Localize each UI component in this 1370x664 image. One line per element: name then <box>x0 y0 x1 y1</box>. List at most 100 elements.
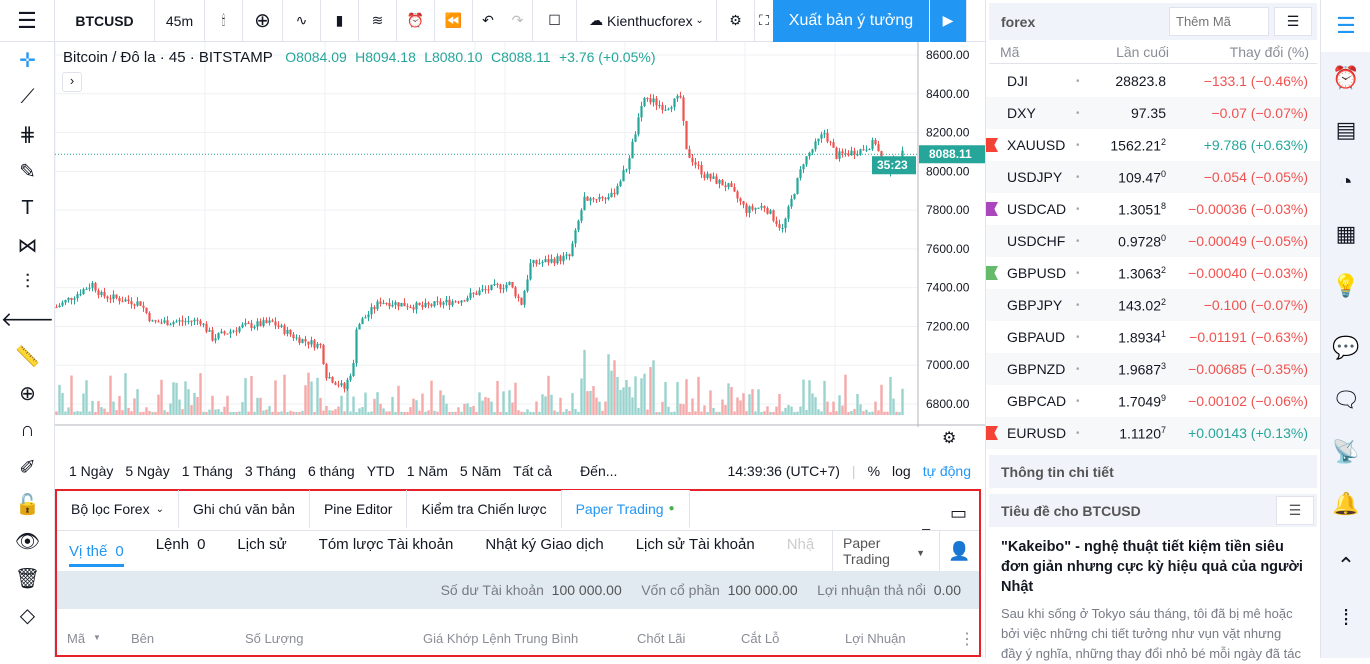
hide-icon[interactable]: ◇ <box>19 605 36 627</box>
prediction-icon[interactable]: ⫶ <box>25 271 30 293</box>
watchlist-row[interactable]: USDCHF • 0.97280 −0.00049 (−0.05%) <box>986 225 1320 257</box>
account-tab-3[interactable]: Tóm lược Tài khoản <box>319 536 454 567</box>
magnet-icon[interactable]: ∩ <box>20 419 35 441</box>
account-tab-1[interactable]: Lệnh 0 <box>156 536 206 567</box>
indicators-icon[interactable]: ∿ <box>283 0 321 42</box>
ruler-icon[interactable]: 📏 <box>15 346 40 368</box>
watchlist-row[interactable]: DJI • 28823.8 −133.1 (−0.46%) <box>986 65 1320 97</box>
col-last[interactable]: Lần cuối <box>1116 43 1169 60</box>
more-vertical-icon[interactable]: ⋮ <box>959 631 975 648</box>
play-icon[interactable]: ▶ <box>929 0 967 42</box>
trash-icon[interactable]: 🗑 <box>14 568 41 590</box>
trend-line-icon[interactable]: ⟋ <box>20 86 35 108</box>
zoom-icon[interactable]: ⊕ <box>19 383 36 405</box>
messages-icon[interactable]: 🗨 <box>1332 387 1360 412</box>
flag-icon[interactable] <box>986 266 998 280</box>
watchlist-row[interactable]: GBPAUD • 1.89341 −0.01191 (−0.63%) <box>986 321 1320 353</box>
calendar-icon[interactable]: ▦ <box>1335 221 1357 246</box>
list-icon[interactable]: ☰ <box>1274 7 1312 36</box>
range-9[interactable]: Đến... <box>580 463 618 479</box>
arrow-left-icon[interactable]: 🡐 <box>0 309 55 331</box>
log-toggle[interactable]: log <box>892 463 911 479</box>
financials-icon[interactable]: ▮ <box>321 0 359 42</box>
brush-icon[interactable]: ✎ <box>19 161 36 183</box>
news-headline[interactable]: "Kakeibo" - nghệ thuật tiết kiệm tiền si… <box>1001 539 1303 595</box>
flag-icon[interactable] <box>986 202 998 216</box>
interval-button[interactable]: 45m <box>155 0 205 42</box>
streams-icon[interactable]: 📡 <box>1332 439 1360 464</box>
price-chart[interactable]: 8600.00 8400.00 8200.00 8000.00 7800.00 7600.… <box>55 42 985 427</box>
news-list-icon[interactable]: ☰ <box>1276 496 1314 525</box>
column-header[interactable]: Mã <box>67 631 86 646</box>
watchlist-name[interactable]: forex <box>1001 13 1036 30</box>
eye-icon[interactable]: 👁 <box>14 531 41 553</box>
bottom-tab-1[interactable]: Ghi chú văn bản <box>179 490 310 528</box>
lock-drawing-icon[interactable]: ✐ <box>19 457 36 479</box>
legend-expand-button[interactable]: › <box>62 72 82 92</box>
column-header[interactable]: Giá Khớp Lệnh Trung Bình <box>423 631 579 646</box>
user-icon[interactable]: 👤 <box>939 531 979 571</box>
column-header[interactable]: Lợi Nhuận <box>845 631 906 646</box>
range-1[interactable]: 5 Ngày <box>125 463 170 479</box>
redo-icon[interactable]: ↷ <box>503 0 533 42</box>
notifications-bell-icon[interactable]: 🔔 <box>1332 491 1360 516</box>
candles-icon[interactable]: 🕯 <box>205 0 243 42</box>
text-icon[interactable]: T <box>21 197 34 219</box>
publish-idea-button[interactable]: Xuất bản ý tưởng <box>773 0 929 42</box>
column-header[interactable]: Số Lượng <box>245 631 304 646</box>
account-tab-2[interactable]: Lịch sử <box>237 536 286 567</box>
axis-settings-icon[interactable]: ⚙ <box>942 430 957 447</box>
alert-icon[interactable]: ⏰ <box>397 0 435 42</box>
broker-select[interactable]: Paper Trading ▼ <box>832 531 937 571</box>
pattern-icon[interactable]: ⋈ <box>17 235 38 257</box>
data-window-icon[interactable]: ▤ <box>1335 117 1357 142</box>
flag-icon[interactable] <box>986 138 998 152</box>
account-tab-0[interactable]: Vị thế 0 <box>69 543 124 567</box>
layout-button[interactable]: ☁ Kienthucforex ⌄ <box>577 0 717 42</box>
chat-icon[interactable]: 💬 <box>1332 335 1360 360</box>
collapse-arrows-icon[interactable]: ⌃ <box>1336 553 1356 578</box>
col-symbol[interactable]: Mã <box>1000 43 1020 60</box>
fullscreen-box-icon[interactable]: ☐ <box>533 0 577 42</box>
watchlist-row[interactable]: GBPJPY • 143.022 −0.100 (−0.07%) <box>986 289 1320 321</box>
watchlist-row[interactable]: USDCAD • 1.30518 −0.00036 (−0.03%) <box>986 193 1320 225</box>
flag-icon[interactable] <box>986 426 998 440</box>
account-tab-5[interactable]: Lịch sử Tài khoản <box>636 536 755 567</box>
range-5[interactable]: YTD <box>366 463 395 479</box>
watchlist-row[interactable]: GBPUSD • 1.30632 −0.00040 (−0.03%) <box>986 257 1320 289</box>
expand-icon[interactable]: ⛶ <box>759 12 769 28</box>
watchlist-icon[interactable]: ☰ <box>1321 0 1370 52</box>
account-tab-4[interactable]: Nhật ký Giao dịch <box>485 536 603 567</box>
lock-icon[interactable]: 🔓 <box>15 494 40 516</box>
add-symbol-input[interactable] <box>1169 7 1269 36</box>
menu-icon[interactable]: ☰ <box>0 0 55 42</box>
range-2[interactable]: 1 Tháng <box>181 463 233 479</box>
range-8[interactable]: Tất cả <box>513 463 553 479</box>
bottom-tab-2[interactable]: Pine Editor <box>310 490 408 528</box>
undo-icon[interactable]: ↶ <box>482 12 494 28</box>
column-header[interactable]: Bên <box>131 631 155 646</box>
minimize-icon[interactable]: _ <box>922 514 930 530</box>
watchlist-row[interactable]: XAUUSD • 1562.212 +9.786 (+0.63%) <box>986 129 1320 161</box>
symbol-search[interactable]: BTCUSD <box>55 0 155 42</box>
column-header[interactable]: Cắt Lỗ <box>741 631 780 646</box>
alarm-clock-icon[interactable]: ⏰ <box>1332 65 1360 90</box>
watchlist-row[interactable]: USDJPY • 109.470 −0.054 (−0.05%) <box>986 161 1320 193</box>
watchlist-row[interactable]: DXY • 97.35 −0.07 (−0.07%) <box>986 97 1320 129</box>
range-4[interactable]: 6 tháng <box>307 463 355 479</box>
gear-icon[interactable]: ⚙ <box>717 0 755 42</box>
crosshair-icon[interactable]: ✛ <box>19 50 36 72</box>
maximize-icon[interactable]: ▭ <box>949 503 967 523</box>
watchlist-row[interactable]: EURUSD • 1.11207 +0.00143 (+0.13%) <box>986 417 1320 449</box>
bottom-tab-3[interactable]: Kiểm tra Chiến lược <box>407 490 562 528</box>
range-7[interactable]: 5 Năm <box>459 463 502 479</box>
templates-icon[interactable]: ≋ <box>359 0 397 42</box>
bottom-tab-4[interactable]: Paper Trading ● <box>561 490 690 528</box>
ideas-bulb-icon[interactable]: 💡 <box>1332 273 1360 298</box>
hotlist-icon[interactable]: ◔ <box>1339 169 1353 194</box>
watchlist-row[interactable]: GBPNZD • 1.96873 −0.00685 (−0.35%) <box>986 353 1320 385</box>
details-header[interactable]: Thông tin chi tiết <box>989 455 1317 488</box>
replay-icon[interactable]: ⏪ <box>435 0 473 42</box>
percent-toggle[interactable]: % <box>867 463 881 479</box>
auto-toggle[interactable]: tự động <box>922 463 971 479</box>
